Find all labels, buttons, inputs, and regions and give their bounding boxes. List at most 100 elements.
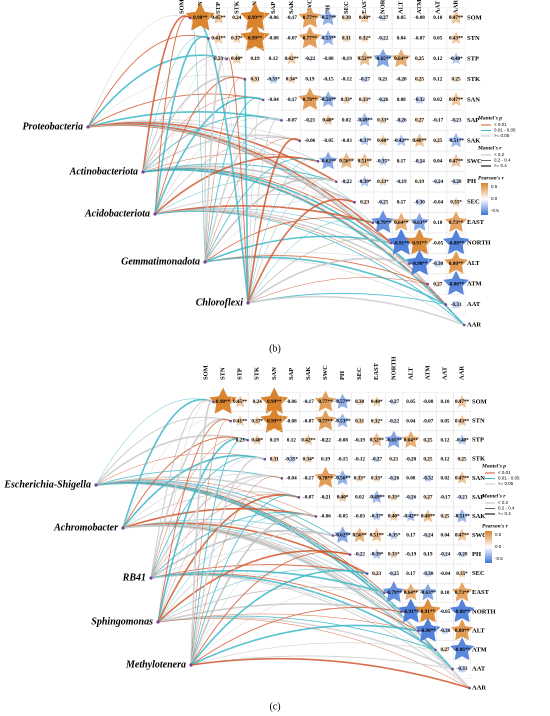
cell-value: -0.23 [457,495,468,501]
correlation-mark [308,139,311,142]
correlation-mark [457,568,467,578]
cell-value: -0.24 [440,552,451,558]
cell-value: 0.10 [433,15,442,21]
cell-value: 0.21 [389,456,398,462]
cell-value: -0.27 [359,77,370,83]
cell-value: 0.47** [449,97,464,103]
cell-value: 0.25 [423,456,432,462]
link [247,198,355,304]
correlation-mark [387,228,415,255]
correlation-mark [391,457,396,462]
correlation-mark [233,395,247,408]
link [122,418,231,529]
node-dot [243,78,247,81]
cell-value: 0.34* [303,456,315,462]
link [204,256,447,306]
link [150,569,385,594]
taxon-label: RB41 [122,572,146,583]
cell-value: -0.22 [341,179,352,185]
correlation-mark [415,617,441,642]
cell-value: 0.30 [355,399,364,405]
correlation-mark [380,77,386,82]
cell-value: 0.02 [342,118,351,124]
correlation-mark [399,77,404,82]
row-label: PH [467,178,476,185]
legend-label: < 0.2 [494,152,505,157]
cell-value: -0.40* [455,437,469,443]
cell-value: -0.37* [370,514,384,520]
node-dot [316,159,320,163]
cell-value: 0.51** [358,158,373,164]
correlation-mark [377,155,389,166]
cell-value: -0.04 [432,199,443,205]
cell-value: -0.49** [357,118,373,124]
cell-value: -0.37* [358,138,372,144]
cell-value: -0.49** [369,495,385,501]
link [190,624,419,666]
link [247,295,465,326]
correlation-mark [449,92,464,106]
correlation-mark [443,572,446,575]
correlation-mark [359,94,370,105]
correlation-mark [306,476,311,480]
correlation-mark [399,179,404,184]
cell-value: 0.77** [303,15,318,21]
correlation-mark [434,281,441,287]
cell-value: -0.91** [393,240,409,246]
cell-value: 0.77** [318,399,333,405]
cell-value: -0.22 [354,552,365,558]
correlation-mark [443,591,446,594]
correlation-mark [416,199,423,206]
link [142,115,282,173]
cell-value: -0.28 [451,179,462,185]
correlation-mark [371,396,383,407]
cell-value: -0.26 [405,495,416,501]
cell-value: 0.32* [359,36,371,42]
correlation-mark [400,98,403,101]
correlation-mark [322,114,335,126]
cell-value: 0.25 [452,77,461,83]
link [247,238,392,304]
cell-value: 0.27 [415,118,424,124]
cell-value: -0.42** [403,514,419,520]
correlation-mark [409,401,412,403]
correlation-mark [290,420,293,423]
cell-value: -0.03 [341,138,352,144]
cell-value: 0.64** [404,590,419,596]
correlation-mark [424,570,431,577]
correlation-mark [314,466,337,488]
legend-label: 0.01 - 0.05 [498,476,520,481]
correlation-mark [442,513,448,519]
link [122,525,453,670]
cell-value: 0.05 [397,15,406,21]
correlation-mark [443,610,446,613]
link [154,76,246,215]
correlation-mark [355,473,365,483]
correlation-mark [425,456,431,462]
node-dot [280,476,284,480]
correlation-mark [372,473,382,483]
correlation-mark [426,552,430,557]
correlation-mark [391,212,411,231]
cell-value: -0.04 [440,571,451,577]
correlation-mark [455,528,469,542]
node-dot [462,323,466,327]
cell-value: 0.64** [394,56,409,62]
cell-value: 0.42** [284,56,299,62]
link [204,117,282,263]
cell-value: 0.98** [193,15,208,21]
link [157,475,282,623]
node-dot [334,180,338,184]
cell-value: 0.12 [287,437,296,443]
cell-value: -0.56** [335,475,351,481]
correlation-mark [389,492,399,502]
correlation-mark [286,454,297,464]
link [157,494,300,623]
cell-value: 0.47** [455,399,470,405]
correlation-mark [436,57,440,61]
cell-value: 0.12 [440,437,449,443]
correlation-mark [416,117,423,124]
cell-value: -0.12 [341,77,352,83]
cell-value: 0.27 [433,281,442,287]
column-label: SEC [356,367,363,380]
